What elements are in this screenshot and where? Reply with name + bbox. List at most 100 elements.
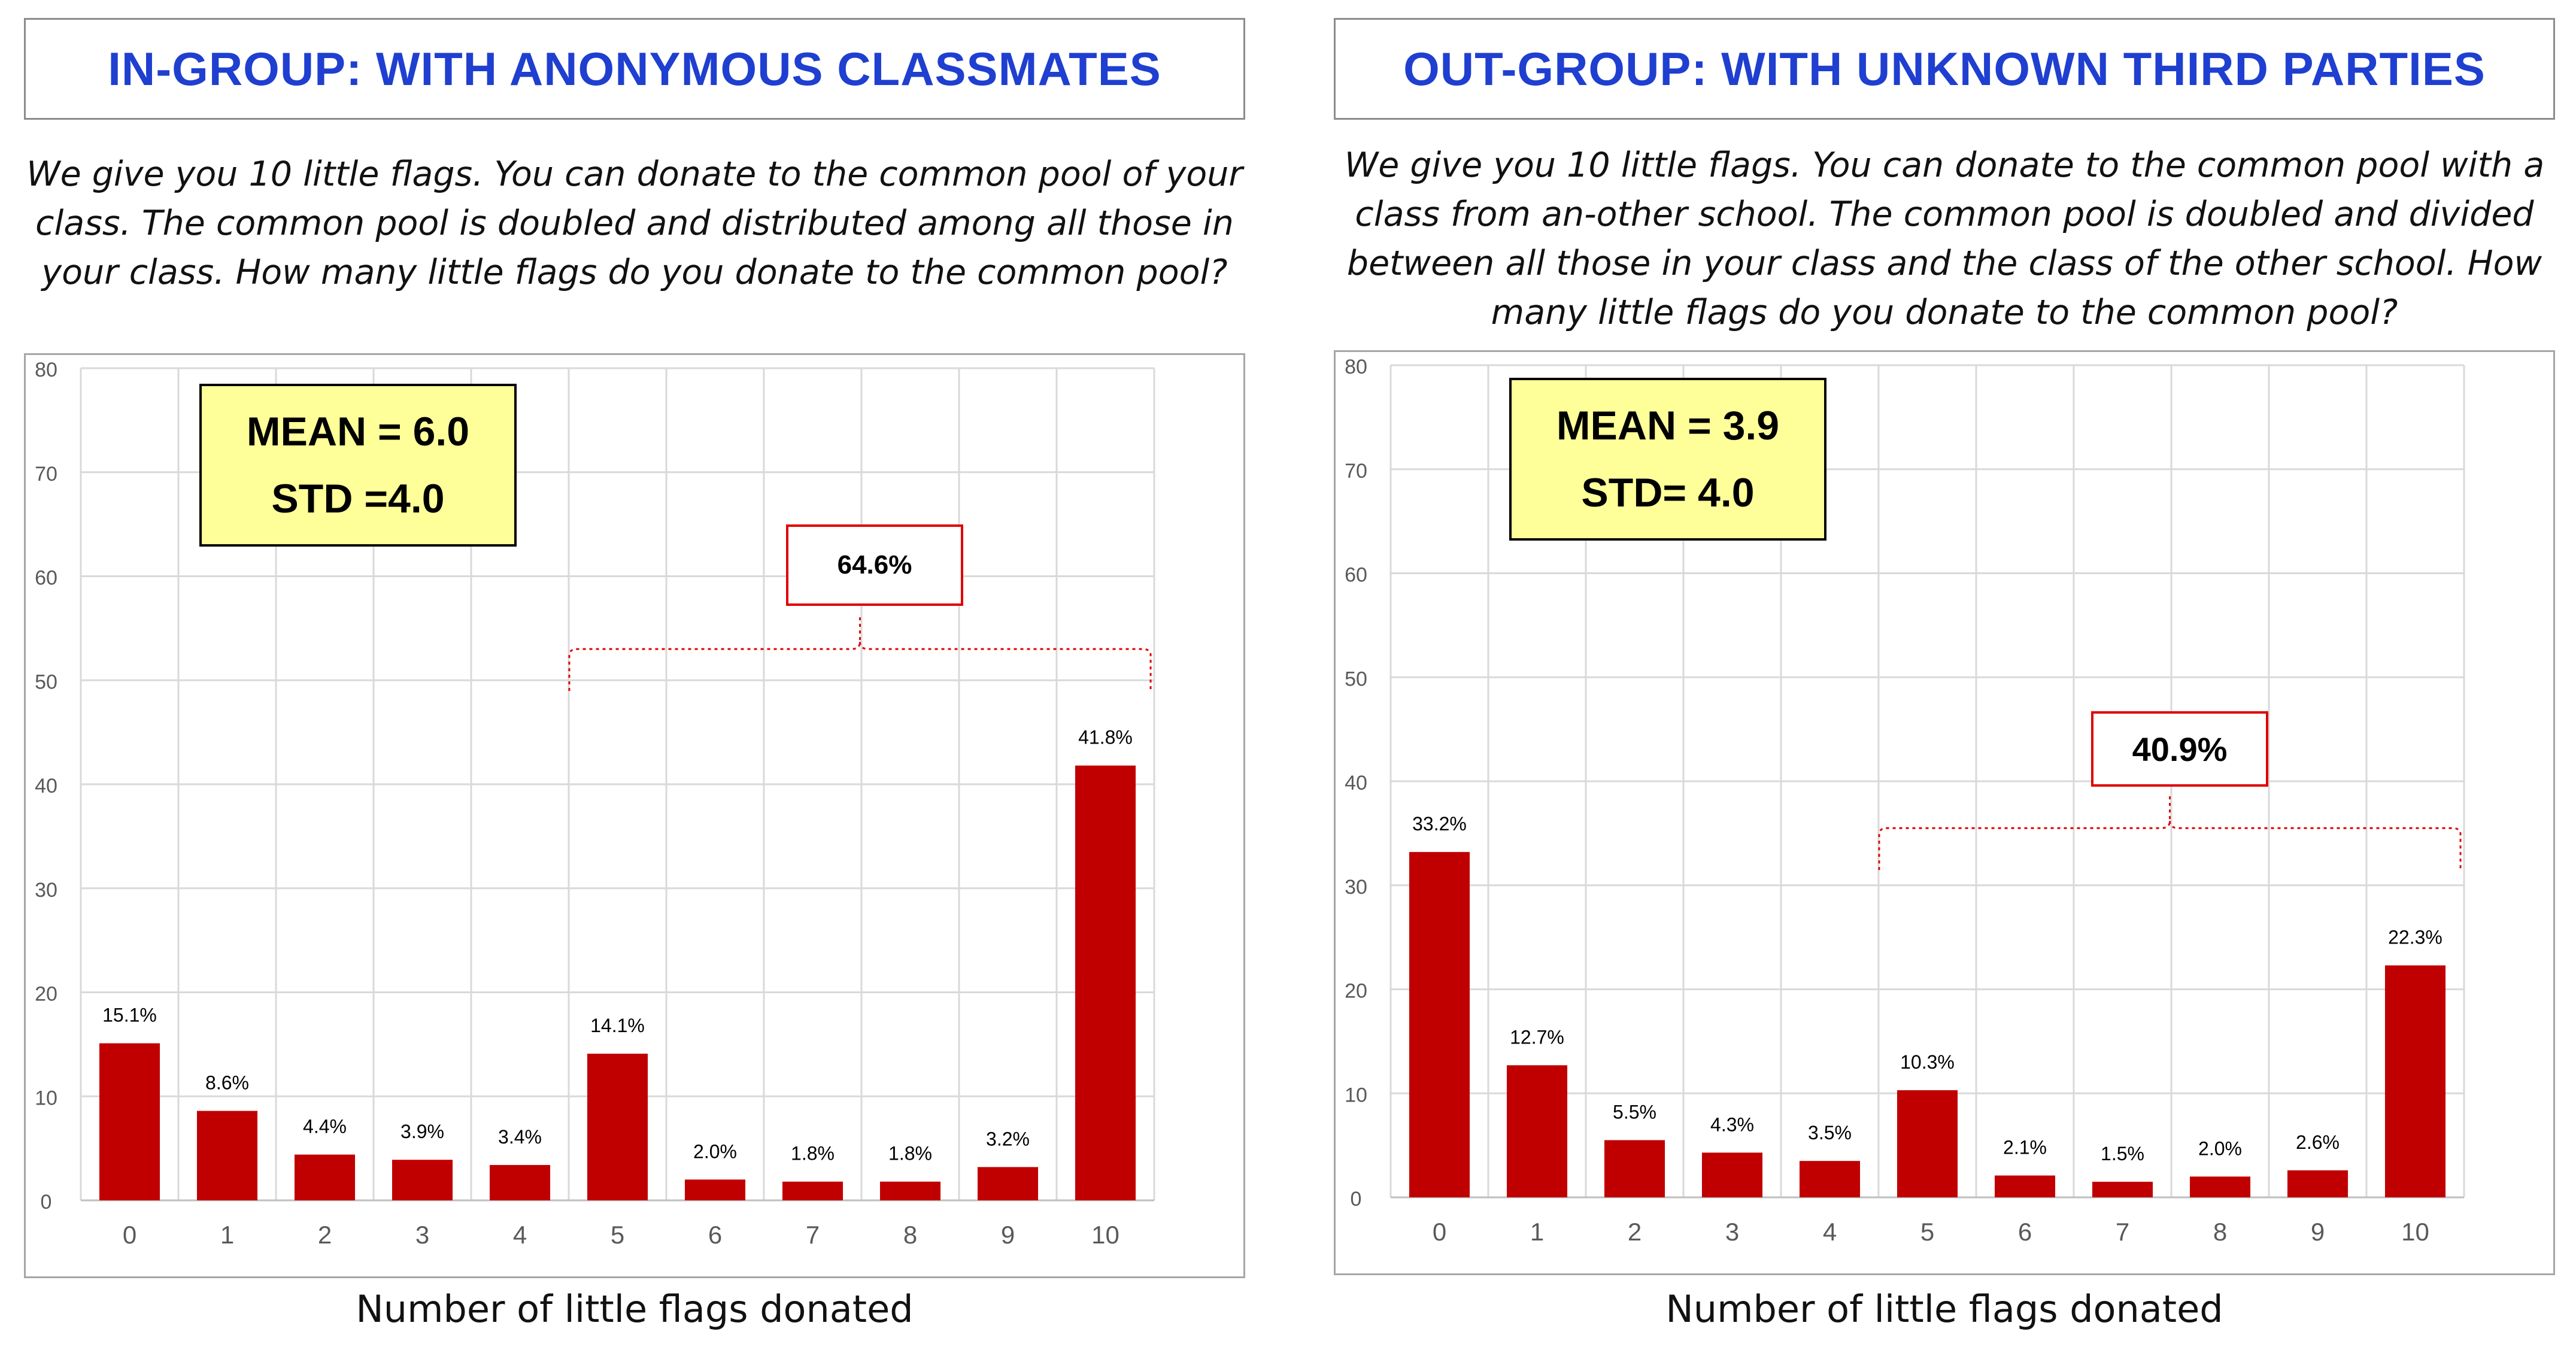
bar	[782, 1181, 844, 1200]
data-label: 2.0%	[2198, 1137, 2242, 1159]
callout-total: 40.9%	[2091, 711, 2268, 787]
data-label: 22.3%	[2388, 927, 2443, 948]
bar	[587, 1054, 648, 1200]
panel-title: IN-GROUP: WITH ANONYMOUS CLASSMATES	[108, 42, 1161, 95]
data-label: 3.9%	[400, 1121, 444, 1142]
std-value: STD =4.0	[271, 476, 445, 521]
stats-box: MEAN = 3.9 STD= 4.0	[1509, 378, 1826, 541]
x-tick-label: 7	[2116, 1218, 2129, 1246]
data-label: 2.6%	[2296, 1132, 2340, 1153]
mean-value: MEAN = 6.0	[246, 409, 470, 454]
x-tick-label: 5	[611, 1221, 624, 1249]
x-tick-label: 5	[1920, 1218, 1934, 1246]
data-label: 41.8%	[1078, 727, 1133, 748]
y-tick-label: 50	[1345, 668, 1367, 690]
data-label: 10.3%	[1900, 1051, 1955, 1073]
x-tick-label: 7	[806, 1221, 820, 1249]
x-tick-label: 3	[415, 1221, 429, 1249]
data-label: 1.8%	[791, 1143, 835, 1164]
bar	[2189, 1176, 2251, 1197]
bar	[1604, 1140, 1665, 1197]
y-tick-label: 80	[35, 359, 57, 381]
bar	[684, 1179, 746, 1200]
panel-title-box: IN-GROUP: WITH ANONYMOUS CLASSMATES	[24, 18, 1245, 120]
data-label: 2.1%	[2003, 1137, 2047, 1158]
y-tick-label: 30	[1345, 876, 1367, 899]
mean-value: MEAN = 3.9	[1556, 403, 1780, 448]
bar	[977, 1167, 1039, 1200]
x-tick-label: 4	[513, 1221, 527, 1249]
panel-description: We give you 10 little flags. You can don…	[1344, 145, 2545, 332]
data-label: 4.3%	[1710, 1114, 1754, 1135]
bar	[2384, 965, 2446, 1197]
data-label: 4.4%	[303, 1116, 347, 1137]
data-label: 3.5%	[1808, 1122, 1852, 1143]
data-label: 33.2%	[1412, 813, 1467, 835]
x-tick-label: 10	[2401, 1218, 2429, 1246]
data-label: 1.5%	[2101, 1143, 2144, 1164]
x-tick-label: 8	[903, 1221, 917, 1249]
y-tick-label: 50	[35, 671, 57, 693]
range-bracket	[1878, 795, 2462, 870]
x-tick-label: 2	[1628, 1218, 1642, 1246]
x-tick-label: 0	[1433, 1218, 1446, 1246]
y-tick-label: 10	[1345, 1084, 1367, 1106]
data-label: 12.7%	[1510, 1026, 1564, 1048]
bar	[196, 1111, 258, 1200]
bar	[1075, 765, 1136, 1200]
x-tick-label: 4	[1823, 1218, 1837, 1246]
data-label: 8.6%	[205, 1072, 249, 1094]
x-tick-label: 2	[318, 1221, 332, 1249]
y-tick-label: 0	[41, 1191, 52, 1214]
panel-title-box: OUT-GROUP: WITH UNKNOWN THIRD PARTIES	[1334, 18, 2555, 120]
data-label: 3.4%	[498, 1126, 542, 1148]
bar	[1994, 1175, 2056, 1197]
callout-total: 64.6%	[786, 524, 963, 606]
out-group-panel: OUT-GROUP: WITH UNKNOWN THIRD PARTIES We…	[1328, 0, 2573, 1359]
y-tick-label: 0	[1351, 1188, 1362, 1211]
bar	[1506, 1065, 1568, 1197]
data-label: 14.1%	[590, 1015, 645, 1036]
y-tick-label: 60	[35, 567, 57, 590]
y-tick-label: 70	[1345, 460, 1367, 483]
y-tick-label: 80	[1345, 356, 1367, 378]
chart-frame: 0 10 20 30 40 50 60 70 80 15.1% 0 8.6% 1 4.4% 2 3.9% 3 3.…	[24, 353, 1245, 1278]
bar	[1799, 1161, 1861, 1197]
y-tick-label: 60	[1345, 564, 1367, 587]
x-tick-label: 0	[123, 1221, 136, 1249]
x-tick-label: 3	[1725, 1218, 1739, 1246]
bar	[2092, 1181, 2153, 1197]
callout-label: 40.9%	[2132, 730, 2228, 768]
stats-box: MEAN = 6.0 STD =4.0	[199, 384, 517, 547]
data-label: 5.5%	[1613, 1101, 1656, 1123]
x-tick-label: 8	[2213, 1218, 2227, 1246]
y-tick-label: 20	[35, 983, 57, 1006]
x-tick-label: 6	[708, 1221, 722, 1249]
y-tick-label: 40	[35, 775, 57, 797]
y-tick-label: 40	[1345, 772, 1367, 794]
x-axis-label: Number of little flags donated	[356, 1287, 914, 1331]
bar	[1409, 852, 1470, 1197]
x-tick-label: 9	[1001, 1221, 1015, 1249]
bar	[1897, 1090, 1958, 1197]
bar	[392, 1160, 453, 1200]
y-tick-label: 10	[35, 1087, 57, 1109]
data-label: 15.1%	[102, 1005, 157, 1026]
x-tick-label: 1	[1530, 1218, 1544, 1246]
data-label: 3.2%	[986, 1128, 1030, 1149]
bar	[489, 1164, 551, 1200]
x-tick-label: 10	[1091, 1221, 1119, 1249]
x-tick-label: 9	[2311, 1218, 2325, 1246]
chart-frame: 0 10 20 30 40 50 60 70 80 33.2% 0 12.7% 1 5.5% 2 4.3% 3 3…	[1334, 350, 2555, 1275]
y-tick-label: 20	[1345, 980, 1367, 1003]
panel-title: OUT-GROUP: WITH UNKNOWN THIRD PARTIES	[1403, 42, 2486, 95]
bar	[879, 1181, 941, 1200]
data-label: 1.8%	[888, 1143, 932, 1164]
x-tick-label: 6	[2018, 1218, 2032, 1246]
data-label: 2.0%	[693, 1140, 737, 1162]
bar	[99, 1043, 160, 1200]
in-group-panel: IN-GROUP: WITH ANONYMOUS CLASSMATES We g…	[18, 0, 1263, 1359]
range-bracket	[568, 616, 1152, 691]
out-group-bar-chart: 0 10 20 30 40 50 60 70 80 33.2% 0 12.7% 1 5.5% 2 4.3% 3 3…	[1345, 356, 2465, 1246]
x-axis-label: Number of little flags donated	[1665, 1287, 2223, 1331]
